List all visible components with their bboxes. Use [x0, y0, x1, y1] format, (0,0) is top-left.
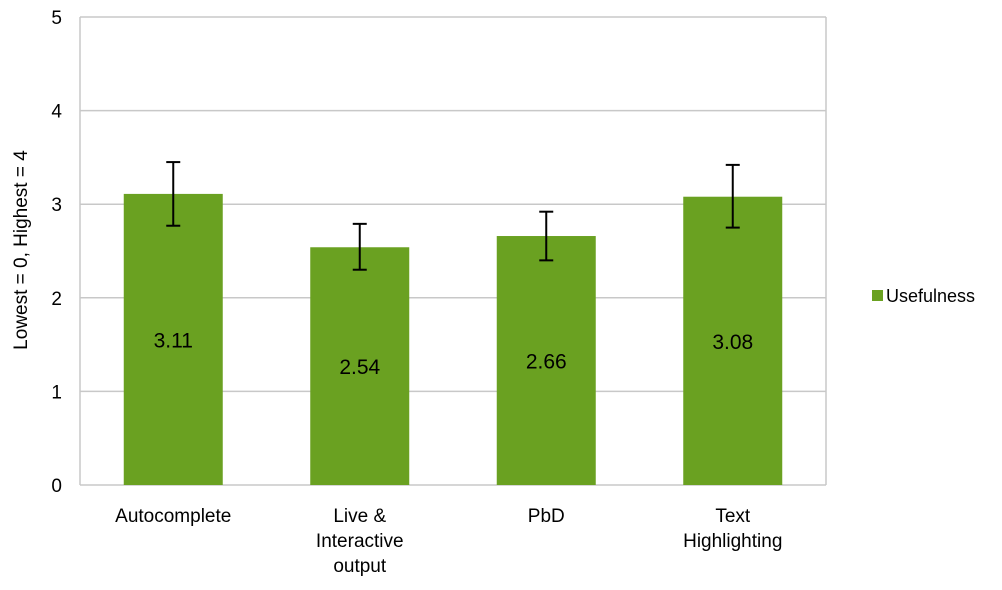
bar [310, 247, 410, 485]
legend-label-usefulness: Usefulness [886, 286, 975, 306]
x-category-label: Autocomplete [115, 506, 231, 527]
legend-swatch [872, 290, 883, 301]
x-category-label-line: Autocomplete [115, 506, 231, 527]
bar [123, 193, 223, 486]
error-bar [539, 210, 554, 262]
bars [123, 193, 783, 486]
data-labels: 3.11 2.54 2.66 3.08 [154, 329, 754, 379]
error-bars [166, 161, 740, 271]
x-category-label: Live & Interactive output [316, 506, 404, 577]
y-tick-label: 5 [51, 8, 62, 29]
error-bar [725, 163, 740, 229]
y-tick-label: 2 [51, 289, 62, 310]
data-label: 2.66 [526, 351, 567, 374]
error-bar [352, 222, 367, 271]
x-category-label-line: Live & [333, 506, 386, 527]
data-label: 3.11 [154, 329, 193, 352]
y-axis-label: Lowest = 0, Highest = 4 [11, 150, 32, 350]
bar [496, 236, 596, 485]
y-tick-label: 3 [51, 195, 62, 216]
x-category-label: PbD [528, 506, 565, 527]
x-category-label-line: Text [715, 506, 751, 527]
y-tick-labels: 0 1 2 3 4 5 [51, 8, 62, 497]
y-tick-label: 0 [51, 476, 62, 497]
bar [683, 196, 783, 485]
y-tick-label: 1 [51, 382, 62, 403]
data-label: 2.54 [339, 356, 380, 379]
x-category-labels: Autocomplete Live & Interactive output PbD Te… [115, 506, 782, 577]
y-tick-label: 4 [51, 102, 62, 123]
x-category-label-line: PbD [528, 506, 565, 527]
x-category-label-line: Highlighting [683, 531, 782, 552]
data-label: 3.08 [712, 331, 753, 354]
x-category-label-line: output [333, 556, 387, 577]
legend: Usefulness [872, 286, 975, 306]
error-bar [166, 161, 181, 227]
x-category-label: Text Highlighting [683, 506, 782, 552]
x-category-label-line: Interactive [316, 531, 404, 552]
